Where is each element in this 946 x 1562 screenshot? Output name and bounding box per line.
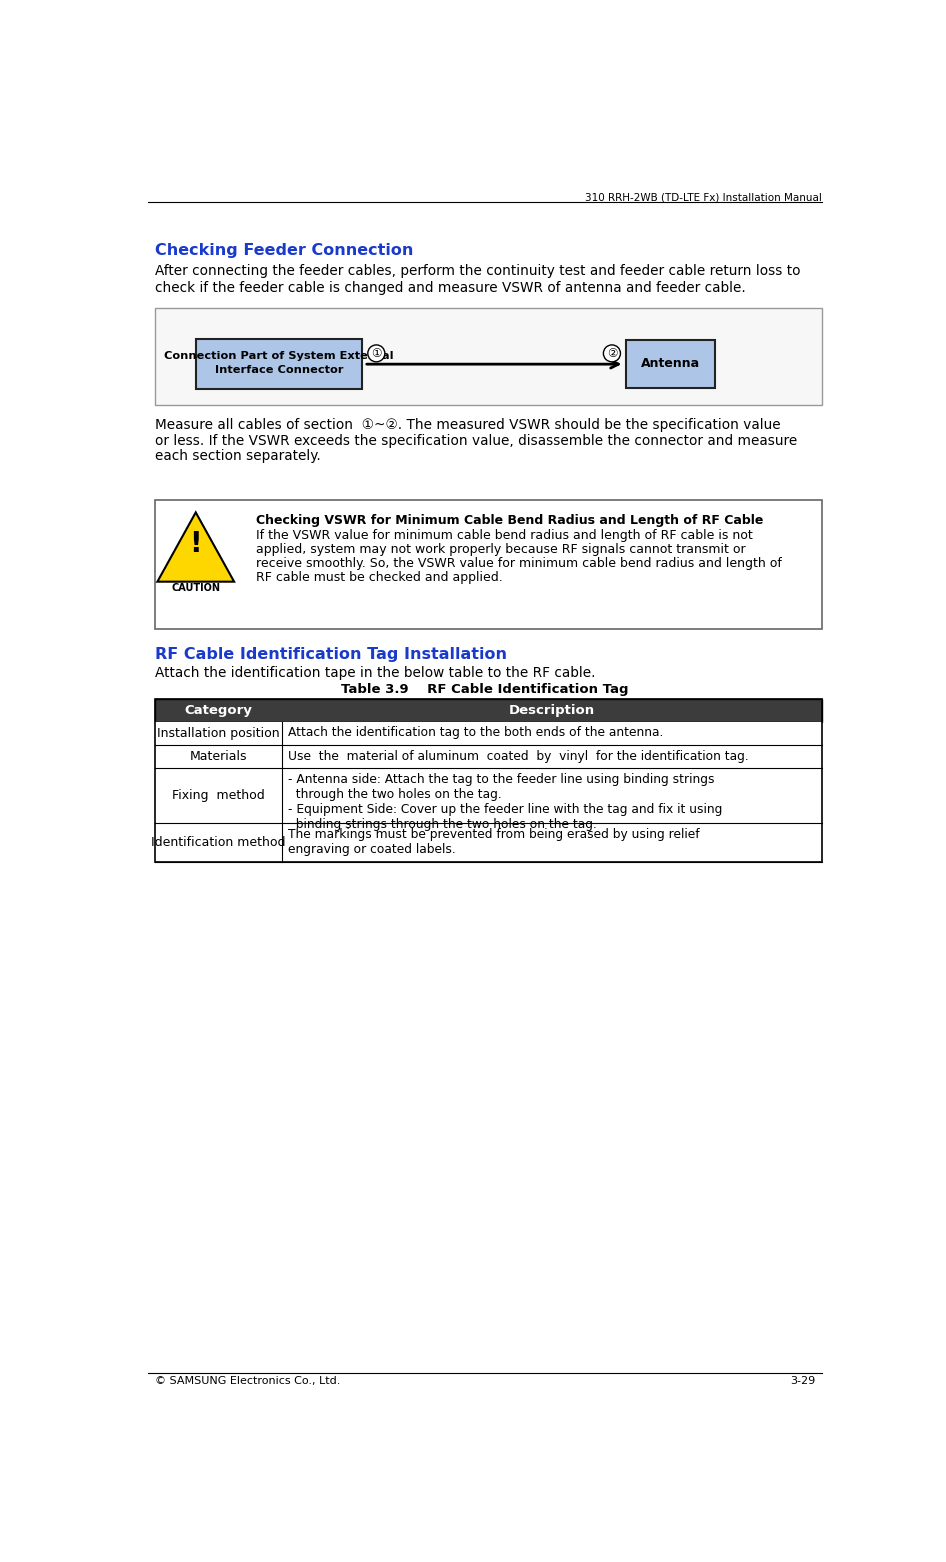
Text: Antenna: Antenna — [640, 358, 700, 370]
Text: each section separately.: each section separately. — [155, 450, 322, 464]
Text: Category: Category — [184, 704, 253, 717]
Text: Table 3.9    RF Cable Identification Tag: Table 3.9 RF Cable Identification Tag — [342, 683, 628, 697]
Text: Interface Connector: Interface Connector — [215, 366, 343, 375]
Text: Checking Feeder Connection: Checking Feeder Connection — [155, 242, 413, 258]
Text: Checking VSWR for Minimum Cable Bend Radius and Length of RF Cable: Checking VSWR for Minimum Cable Bend Rad… — [256, 514, 763, 526]
Text: Attach the identification tag to the both ends of the antenna.: Attach the identification tag to the bot… — [288, 726, 663, 739]
Text: applied, system may not work properly because RF signals cannot transmit or: applied, system may not work properly be… — [256, 544, 745, 556]
Circle shape — [604, 345, 621, 362]
Text: ②: ② — [606, 347, 617, 359]
Text: RF Cable Identification Tag Installation: RF Cable Identification Tag Installation — [155, 647, 507, 662]
Text: Description: Description — [509, 704, 595, 717]
Text: © SAMSUNG Electronics Co., Ltd.: © SAMSUNG Electronics Co., Ltd. — [155, 1376, 341, 1387]
Polygon shape — [157, 512, 234, 581]
Text: The markings must be prevented from being erased by using relief
engraving or co: The markings must be prevented from bein… — [288, 828, 700, 856]
Text: Fixing  method: Fixing method — [172, 789, 265, 803]
Text: 3-29: 3-29 — [791, 1376, 815, 1387]
FancyBboxPatch shape — [626, 341, 715, 387]
Text: receive smoothly. So, the VSWR value for minimum cable bend radius and length of: receive smoothly. So, the VSWR value for… — [256, 558, 782, 570]
FancyBboxPatch shape — [155, 823, 822, 862]
FancyBboxPatch shape — [196, 339, 362, 389]
FancyBboxPatch shape — [155, 500, 822, 629]
FancyBboxPatch shape — [155, 722, 822, 745]
Text: 310 RRH-2WB (TD-LTE Fx) Installation Manual: 310 RRH-2WB (TD-LTE Fx) Installation Man… — [585, 192, 822, 201]
Text: RF cable must be checked and applied.: RF cable must be checked and applied. — [256, 570, 503, 584]
Text: Materials: Materials — [190, 750, 247, 762]
Circle shape — [368, 345, 385, 362]
Text: check if the feeder cable is changed and measure VSWR of antenna and feeder cabl: check if the feeder cable is changed and… — [155, 281, 746, 295]
Text: Attach the identification tape in the below table to the RF cable.: Attach the identification tape in the be… — [155, 667, 596, 681]
Text: Measure all cables of section  ①~②. The measured VSWR should be the specificatio: Measure all cables of section ①~②. The m… — [155, 419, 781, 433]
FancyBboxPatch shape — [155, 745, 822, 769]
Text: - Antenna side: Attach the tag to the feeder line using binding strings
  throug: - Antenna side: Attach the tag to the fe… — [288, 773, 723, 831]
FancyBboxPatch shape — [155, 308, 822, 405]
Text: Identification method: Identification method — [151, 836, 286, 850]
FancyBboxPatch shape — [155, 698, 822, 722]
Text: CAUTION: CAUTION — [171, 583, 220, 594]
Text: !: ! — [189, 530, 202, 558]
Text: Use  the  material of aluminum  coated  by  vinyl  for the identification tag.: Use the material of aluminum coated by v… — [288, 750, 748, 762]
Text: If the VSWR value for minimum cable bend radius and length of RF cable is not: If the VSWR value for minimum cable bend… — [256, 530, 753, 542]
Text: Installation position: Installation position — [157, 726, 280, 740]
FancyBboxPatch shape — [155, 769, 822, 823]
Text: After connecting the feeder cables, perform the continuity test and feeder cable: After connecting the feeder cables, perf… — [155, 264, 801, 278]
Text: ①: ① — [371, 347, 381, 359]
Text: or less. If the VSWR exceeds the specification value, disassemble the connector : or less. If the VSWR exceeds the specifi… — [155, 434, 797, 448]
Text: Connection Part of System External: Connection Part of System External — [165, 351, 394, 361]
